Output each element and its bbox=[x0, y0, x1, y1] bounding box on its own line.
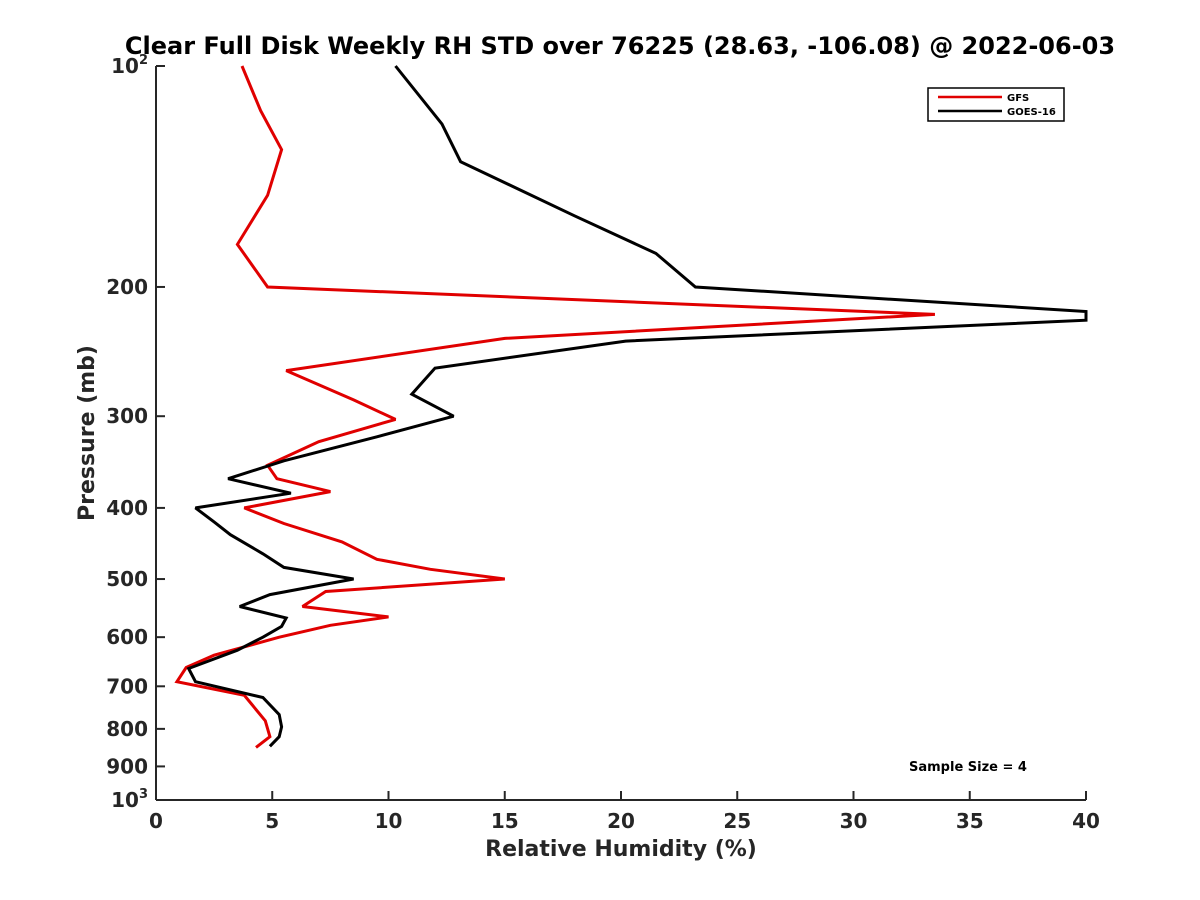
x-tick-label: 0 bbox=[149, 809, 163, 833]
x-ticks: 0 5 10 15 20 25 30 35 40 bbox=[149, 791, 1100, 833]
y-tick-label: 700 bbox=[106, 674, 148, 698]
y-tick-label: 103 bbox=[111, 787, 148, 812]
legend-box bbox=[927, 87, 1065, 122]
y-tick-label: 600 bbox=[106, 625, 148, 649]
x-tick-label: 15 bbox=[491, 809, 519, 833]
plot-area: 0 5 10 15 20 25 30 35 40 102 200 300 400 500 600 700 80… bbox=[106, 53, 1100, 833]
x-tick-label: 35 bbox=[956, 809, 984, 833]
y-tick-label: 500 bbox=[106, 567, 148, 591]
y-tick-label: 102 bbox=[111, 53, 148, 78]
series-layer bbox=[174, 65, 1088, 749]
x-tick-label: 10 bbox=[375, 809, 403, 833]
y-tick-label: 400 bbox=[106, 496, 148, 520]
legend-label-goes-16: GOES-16 bbox=[1007, 107, 1056, 118]
series-line-gfs bbox=[174, 65, 935, 749]
legend-label-gfs: GFS bbox=[1007, 93, 1029, 104]
x-tick-label: 30 bbox=[840, 809, 868, 833]
y-tick-label: 800 bbox=[106, 717, 148, 741]
x-tick-label: 5 bbox=[265, 809, 279, 833]
sample-size-annotation: Sample Size = 4 bbox=[909, 760, 1027, 775]
y-axis-label: Pressure (mb) bbox=[75, 345, 100, 521]
chart-title: Clear Full Disk Weekly RH STD over 76225… bbox=[125, 32, 1115, 60]
x-tick-label: 25 bbox=[723, 809, 751, 833]
legend: GFS GOES-16 bbox=[927, 87, 1065, 122]
x-axis-label: Relative Humidity (%) bbox=[485, 837, 757, 862]
x-tick-label: 20 bbox=[607, 809, 635, 833]
x-tick-label: 40 bbox=[1072, 809, 1100, 833]
y-tick-label: 300 bbox=[106, 404, 148, 428]
y-tick-label: 900 bbox=[106, 754, 148, 778]
series-line-goes-16 bbox=[186, 65, 1088, 748]
y-ticks: 102 200 300 400 500 600 700 800 900 103 bbox=[106, 53, 165, 812]
y-tick-label: 200 bbox=[106, 275, 148, 299]
